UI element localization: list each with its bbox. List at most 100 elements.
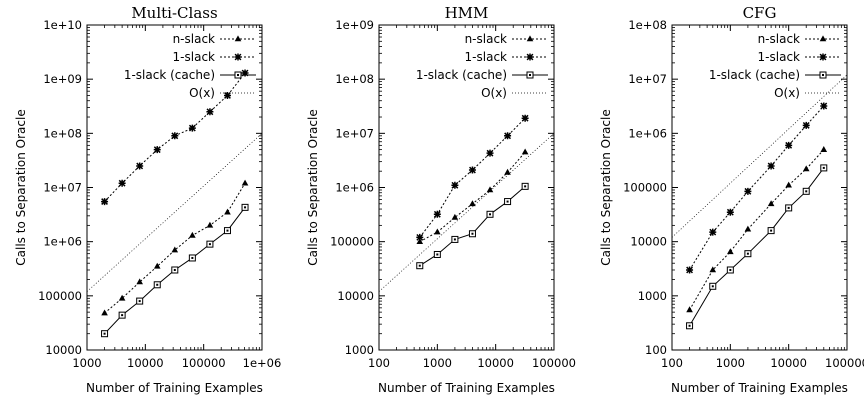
x-tick-label: 100000 <box>825 356 864 370</box>
data-point-square-dot <box>805 190 808 193</box>
data-point-triangle <box>224 208 231 215</box>
data-point-triangle <box>521 148 529 155</box>
legend: n-slack 1-slack 1-slack (cache) O(x) <box>709 32 841 100</box>
x-tick-label: 1000 <box>716 356 745 370</box>
y-axis-label: Calls to Separation Oracle <box>306 109 320 265</box>
legend-label: O(x) <box>189 86 215 100</box>
y-tick-label: 1e+08 <box>335 72 374 86</box>
y-tick-label: 10000 <box>337 289 374 303</box>
y-tick-label: 1e+10 <box>43 18 82 32</box>
legend-label: n-slack <box>465 32 507 46</box>
x-tick-label: 1e+06 <box>243 356 282 370</box>
legend-label: 1-slack <box>465 50 508 64</box>
chart-title: Multi-Class <box>131 4 217 22</box>
data-point-star <box>468 166 476 174</box>
data-point-star <box>416 233 424 241</box>
data-point-triangle <box>820 146 828 152</box>
data-point-triangle <box>504 168 511 175</box>
y-tick-label: 1e+06 <box>335 181 374 195</box>
data-point-triangle <box>434 228 441 235</box>
legend: n-slack 1-slack 1-slack (cache) O(x) <box>124 32 256 100</box>
series-line-1-slack <box>689 105 825 271</box>
y-tick-label: 1e+07 <box>335 126 374 140</box>
data-point-square-dot <box>471 232 474 235</box>
x-axis-label: Number of Training Examples <box>86 381 263 395</box>
legend-marker-square-dot <box>237 74 239 76</box>
y-tick-label: 100000 <box>38 289 82 303</box>
data-point-square-dot <box>173 268 176 271</box>
data-point-triangle <box>101 309 108 316</box>
y-tick-label: 10000 <box>45 343 82 357</box>
y-tick-label: 1000 <box>345 343 374 357</box>
data-point-star <box>118 179 126 187</box>
legend-marker-square-dot <box>529 74 531 76</box>
series-line-o-x- <box>379 133 554 292</box>
data-point-triangle <box>416 238 424 244</box>
legend-marker-star <box>234 53 242 61</box>
data-point-square-dot <box>822 166 825 169</box>
data-point-square-dot <box>103 332 106 335</box>
data-point-star <box>101 198 109 206</box>
data-point-square-dot <box>208 243 211 246</box>
x-tick-label: 100000 <box>532 356 576 370</box>
data-point-triangle <box>469 200 476 207</box>
data-point-square-dot <box>453 238 456 241</box>
legend-marker-triangle <box>526 35 534 42</box>
legend-label: n-slack <box>758 32 800 46</box>
y-tick-label: 1000 <box>638 289 667 303</box>
x-tick-label: 10000 <box>770 356 807 370</box>
data-point-triangle <box>785 181 792 188</box>
x-axis-label: Number of Training Examples <box>378 381 555 395</box>
data-point-star <box>451 181 459 189</box>
y-axis-label: Calls to Separation Oracle <box>599 109 613 265</box>
data-point-star <box>744 187 752 195</box>
series-group <box>87 69 262 338</box>
legend-label: 1-slack (cache) <box>709 68 800 82</box>
x-tick-label: 1000 <box>72 356 101 370</box>
data-point-square-dot <box>138 300 141 303</box>
x-tick-label: 100 <box>368 356 390 370</box>
data-point-triangle <box>802 165 810 172</box>
legend-label: n-slack <box>173 32 215 46</box>
data-point-square-dot <box>156 283 159 286</box>
y-tick-label: 10000 <box>630 235 667 249</box>
series-line-n-slack <box>104 182 246 314</box>
data-point-square-dot <box>711 285 714 288</box>
y-tick-label: 100 <box>645 343 667 357</box>
legend-label: 1-slack (cache) <box>124 68 215 82</box>
legend-marker-star <box>526 53 534 61</box>
plot-frame <box>378 24 555 351</box>
data-point-triangle <box>686 306 693 313</box>
data-point-square-dot <box>191 256 194 259</box>
data-point-star <box>504 132 512 140</box>
data-point-triangle <box>206 221 214 228</box>
legend-label: O(x) <box>774 86 800 100</box>
chart-title: HMM <box>445 4 489 22</box>
chart-panel-3: CFG 100 1000 10000 100000 100 1000 10000 100000 1… <box>599 4 864 395</box>
x-tick-label: 10000 <box>127 356 164 370</box>
data-point-square-dot <box>688 324 691 327</box>
x-axis-label: Number of Training Examples <box>671 381 848 395</box>
y-tick-label: 1e+09 <box>43 72 82 86</box>
data-point-star <box>709 228 717 236</box>
legend-label: 1-slack (cache) <box>416 68 507 82</box>
data-point-star <box>486 149 494 157</box>
y-tick-label: 100000 <box>330 235 374 249</box>
series-line-o-x- <box>87 133 262 292</box>
data-point-star <box>686 266 694 274</box>
y-tick-label: 1e+07 <box>43 181 82 195</box>
data-point-triangle <box>136 278 143 285</box>
data-point-star <box>136 162 144 170</box>
data-point-star <box>223 91 231 99</box>
y-tick-label: 1e+06 <box>628 126 667 140</box>
series-line-n-slack <box>419 151 526 243</box>
data-point-triangle <box>153 262 161 269</box>
data-point-star <box>785 141 793 149</box>
y-tick-label: 100000 <box>623 181 667 195</box>
series-line-o-x- <box>672 74 847 238</box>
data-point-star <box>206 108 214 116</box>
data-point-star <box>521 114 529 122</box>
data-point-square-dot <box>729 268 732 271</box>
